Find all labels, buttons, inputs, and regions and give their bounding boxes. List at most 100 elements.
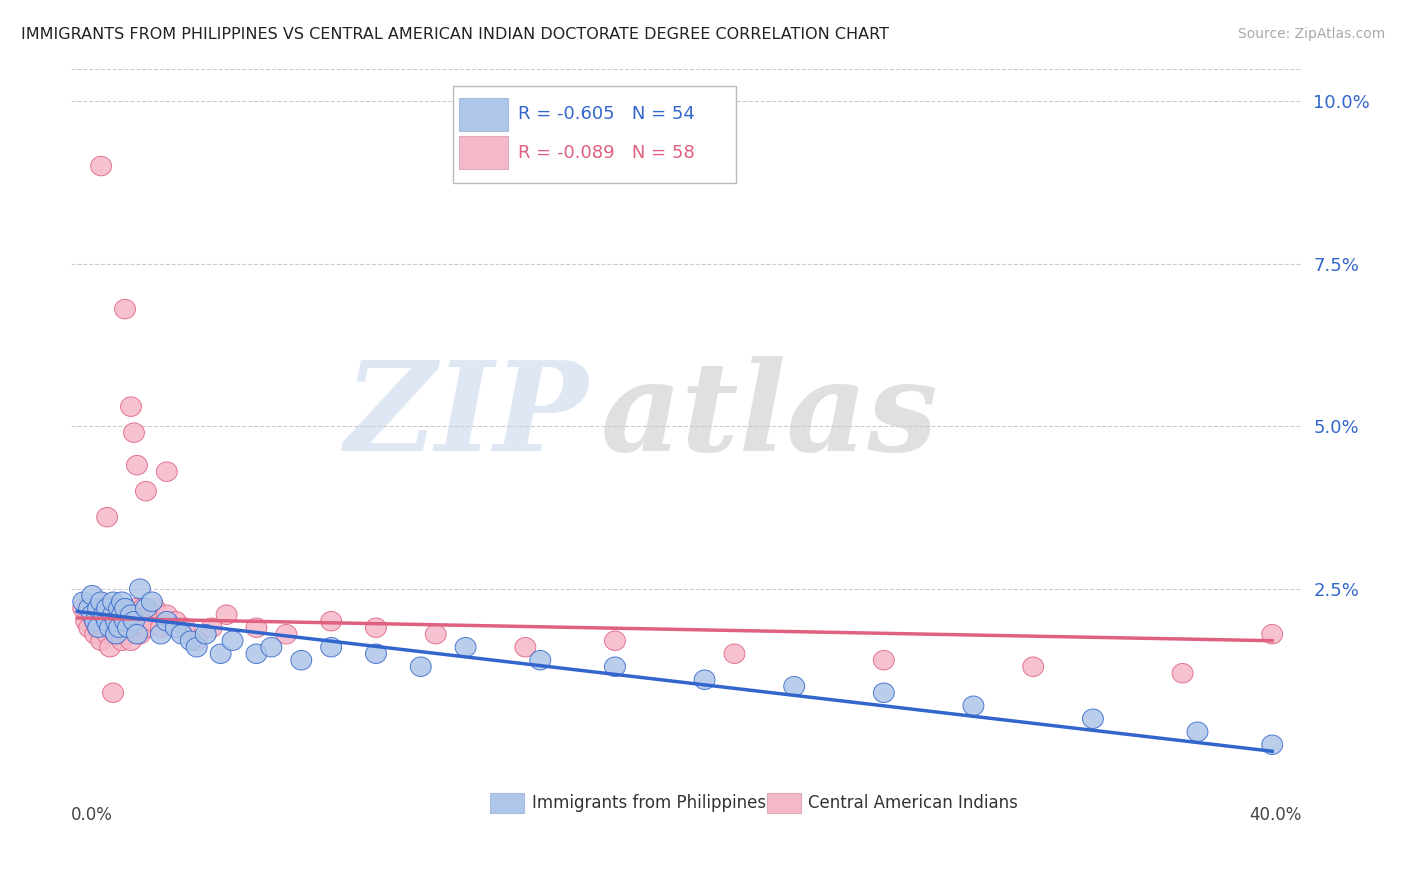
Ellipse shape	[114, 300, 135, 318]
Ellipse shape	[605, 657, 626, 676]
Ellipse shape	[1173, 664, 1194, 683]
Ellipse shape	[111, 631, 132, 650]
FancyBboxPatch shape	[458, 98, 508, 131]
Ellipse shape	[222, 631, 243, 650]
Ellipse shape	[366, 618, 387, 638]
Text: R = -0.605   N = 54: R = -0.605 N = 54	[517, 105, 695, 123]
Ellipse shape	[121, 605, 142, 624]
Ellipse shape	[172, 624, 193, 644]
Ellipse shape	[90, 599, 111, 618]
Ellipse shape	[118, 618, 138, 638]
Ellipse shape	[186, 638, 207, 657]
Ellipse shape	[135, 618, 156, 638]
Ellipse shape	[127, 611, 148, 631]
Ellipse shape	[1083, 709, 1104, 729]
Ellipse shape	[79, 599, 100, 618]
Ellipse shape	[103, 683, 124, 703]
Ellipse shape	[84, 611, 105, 631]
Ellipse shape	[291, 650, 312, 670]
Ellipse shape	[217, 605, 238, 624]
Ellipse shape	[111, 605, 132, 624]
Ellipse shape	[156, 462, 177, 482]
Ellipse shape	[94, 605, 114, 624]
Ellipse shape	[103, 605, 124, 624]
Ellipse shape	[515, 638, 536, 657]
Ellipse shape	[100, 638, 121, 657]
Ellipse shape	[121, 397, 142, 417]
Ellipse shape	[135, 482, 156, 501]
Ellipse shape	[76, 611, 97, 631]
Ellipse shape	[156, 605, 177, 624]
Ellipse shape	[114, 599, 135, 618]
Ellipse shape	[97, 605, 118, 624]
Text: R = -0.089   N = 58: R = -0.089 N = 58	[517, 144, 695, 161]
Ellipse shape	[129, 624, 150, 644]
Ellipse shape	[84, 624, 105, 644]
Ellipse shape	[783, 676, 804, 696]
Ellipse shape	[180, 631, 201, 650]
Ellipse shape	[114, 611, 135, 631]
Ellipse shape	[150, 624, 172, 644]
Ellipse shape	[276, 624, 297, 644]
Ellipse shape	[366, 644, 387, 664]
Ellipse shape	[105, 624, 127, 644]
Ellipse shape	[150, 618, 172, 638]
Text: Source: ZipAtlas.com: Source: ZipAtlas.com	[1237, 27, 1385, 41]
Ellipse shape	[97, 624, 118, 644]
Ellipse shape	[145, 599, 166, 618]
Ellipse shape	[963, 696, 984, 715]
Ellipse shape	[873, 650, 894, 670]
Ellipse shape	[124, 599, 145, 618]
Ellipse shape	[605, 631, 626, 650]
Ellipse shape	[246, 618, 267, 638]
Ellipse shape	[246, 644, 267, 664]
Ellipse shape	[82, 605, 103, 624]
Ellipse shape	[262, 638, 281, 657]
Ellipse shape	[530, 650, 551, 670]
Ellipse shape	[121, 631, 142, 650]
Ellipse shape	[87, 599, 108, 618]
Ellipse shape	[97, 611, 118, 631]
Text: IMMIGRANTS FROM PHILIPPINES VS CENTRAL AMERICAN INDIAN DOCTORATE DEGREE CORRELAT: IMMIGRANTS FROM PHILIPPINES VS CENTRAL A…	[21, 27, 889, 42]
Ellipse shape	[73, 599, 94, 618]
Ellipse shape	[1261, 735, 1282, 755]
Ellipse shape	[873, 683, 894, 703]
Ellipse shape	[121, 611, 142, 631]
Text: Immigrants from Philippines: Immigrants from Philippines	[531, 794, 766, 813]
Text: 0.0%: 0.0%	[72, 806, 112, 824]
Ellipse shape	[124, 618, 145, 638]
Ellipse shape	[97, 599, 118, 618]
Ellipse shape	[82, 605, 103, 624]
Ellipse shape	[1022, 657, 1043, 676]
Ellipse shape	[82, 585, 103, 605]
Ellipse shape	[174, 618, 195, 638]
Ellipse shape	[138, 605, 159, 624]
Ellipse shape	[108, 611, 129, 631]
Ellipse shape	[132, 599, 153, 618]
Text: 40.0%: 40.0%	[1250, 806, 1302, 824]
Ellipse shape	[142, 592, 162, 611]
Ellipse shape	[425, 624, 446, 644]
FancyBboxPatch shape	[458, 136, 508, 169]
Ellipse shape	[142, 611, 162, 631]
Ellipse shape	[97, 508, 118, 527]
Ellipse shape	[166, 618, 186, 638]
Ellipse shape	[105, 624, 127, 644]
Ellipse shape	[87, 618, 108, 638]
Ellipse shape	[201, 618, 222, 638]
Ellipse shape	[166, 611, 186, 631]
Ellipse shape	[90, 592, 111, 611]
Text: Central American Indians: Central American Indians	[808, 794, 1018, 813]
Ellipse shape	[111, 592, 132, 611]
Ellipse shape	[114, 624, 135, 644]
Ellipse shape	[87, 618, 108, 638]
Ellipse shape	[195, 624, 217, 644]
Ellipse shape	[695, 670, 716, 690]
Text: ZIP: ZIP	[344, 356, 588, 477]
Ellipse shape	[129, 579, 150, 599]
Ellipse shape	[103, 618, 124, 638]
Ellipse shape	[186, 631, 207, 650]
FancyBboxPatch shape	[489, 794, 524, 813]
Ellipse shape	[724, 644, 745, 664]
Ellipse shape	[127, 456, 148, 475]
